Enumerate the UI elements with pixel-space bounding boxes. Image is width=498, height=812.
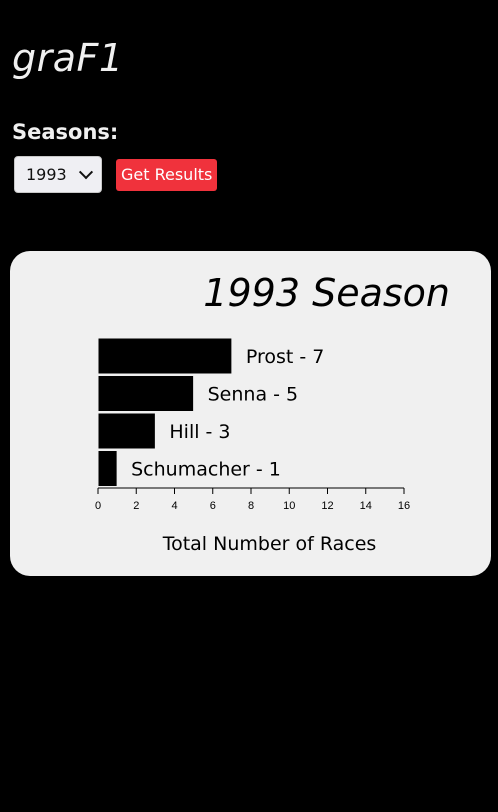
bar-prost [97,337,233,375]
x-tick-label: 14 [360,500,372,512]
season-controls: 1993 Get Results [14,156,218,193]
x-tick-label: 12 [321,500,333,512]
x-tick-label: 10 [283,500,295,512]
x-tick-label: 8 [248,500,254,512]
results-chart: Prost - 7 Senna - 5 Hill - 3 Schumacher - 1… [95,337,410,512]
bar-label-senna: Senna - 5 [208,384,299,406]
seasons-label: Seasons: [12,120,119,144]
app-logo: graF1 [12,36,124,80]
x-tick-label: 0 [95,500,101,512]
bar-hill [97,412,156,450]
x-tick-label: 16 [398,500,410,512]
chart-title: 1993 Season [203,271,450,315]
season-select-value: 1993 [26,165,67,184]
x-tick-label: 6 [210,500,216,512]
bar-label-hill: Hill - 3 [169,421,230,443]
x-axis-label: Total Number of Races [162,533,377,555]
chevron-down-icon [78,164,94,179]
x-tick-label: 2 [133,500,139,512]
x-tick-label: 4 [171,500,177,512]
bar-senna [97,375,195,412]
bar-label-prost: Prost - 7 [246,346,325,368]
bar-schumacher [97,450,118,487]
season-select[interactable]: 1993 [14,156,102,193]
results-card: Prost - 7 Senna - 5 Hill - 3 Schumacher - 1… [10,251,491,576]
bar-label-schumacher: Schumacher - 1 [131,459,281,481]
get-results-button[interactable]: Get Results [116,158,218,191]
